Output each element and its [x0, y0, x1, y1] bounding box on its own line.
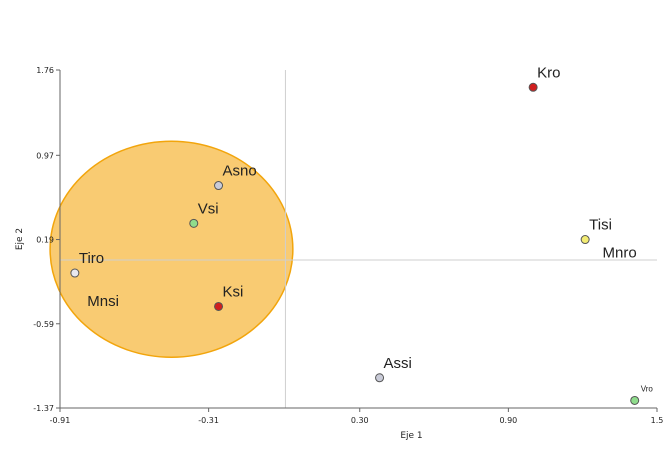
annotation-mnsi: Mnsi [87, 293, 119, 310]
x-tick-label: -0.91 [50, 416, 71, 425]
point-label-vsi: Vsi [198, 200, 219, 217]
point-ksi [214, 301, 224, 311]
y-axis-title: Eje 2 [15, 228, 25, 250]
highlight-ellipse [49, 140, 294, 358]
point-assi [375, 373, 385, 383]
x-tick-label: 0.90 [499, 416, 517, 425]
point-label-kro: Kro [537, 64, 560, 81]
point-label-assi: Assi [384, 355, 412, 372]
y-tick-label: 0.19 [36, 236, 54, 245]
point-label-asno: Asno [223, 163, 257, 180]
annotation-mnro: Mnro [603, 244, 637, 261]
x-axis-title: Eje 1 [400, 431, 422, 441]
x-tick-label: 0.30 [351, 416, 369, 425]
point-kro [528, 82, 538, 92]
x-tick-label: 1.5 [651, 416, 664, 425]
point-label-tiro: Tiro [79, 250, 104, 267]
point-tiro [70, 268, 80, 278]
y-tick-label: -0.59 [33, 320, 54, 329]
y-tick-label: 1.76 [36, 66, 54, 75]
point-label-tisi: Tisi [589, 217, 612, 234]
y-tick-label: -1.37 [33, 404, 54, 413]
point-label-ksi: Ksi [223, 283, 244, 300]
point-tisi [580, 235, 590, 245]
x-tick-label: -0.31 [198, 416, 219, 425]
point-asno [214, 181, 224, 191]
y-tick-label: 0.97 [36, 151, 54, 160]
point-vro [630, 395, 640, 405]
point-label-vro: Vro [641, 384, 654, 393]
point-vsi [189, 218, 199, 228]
